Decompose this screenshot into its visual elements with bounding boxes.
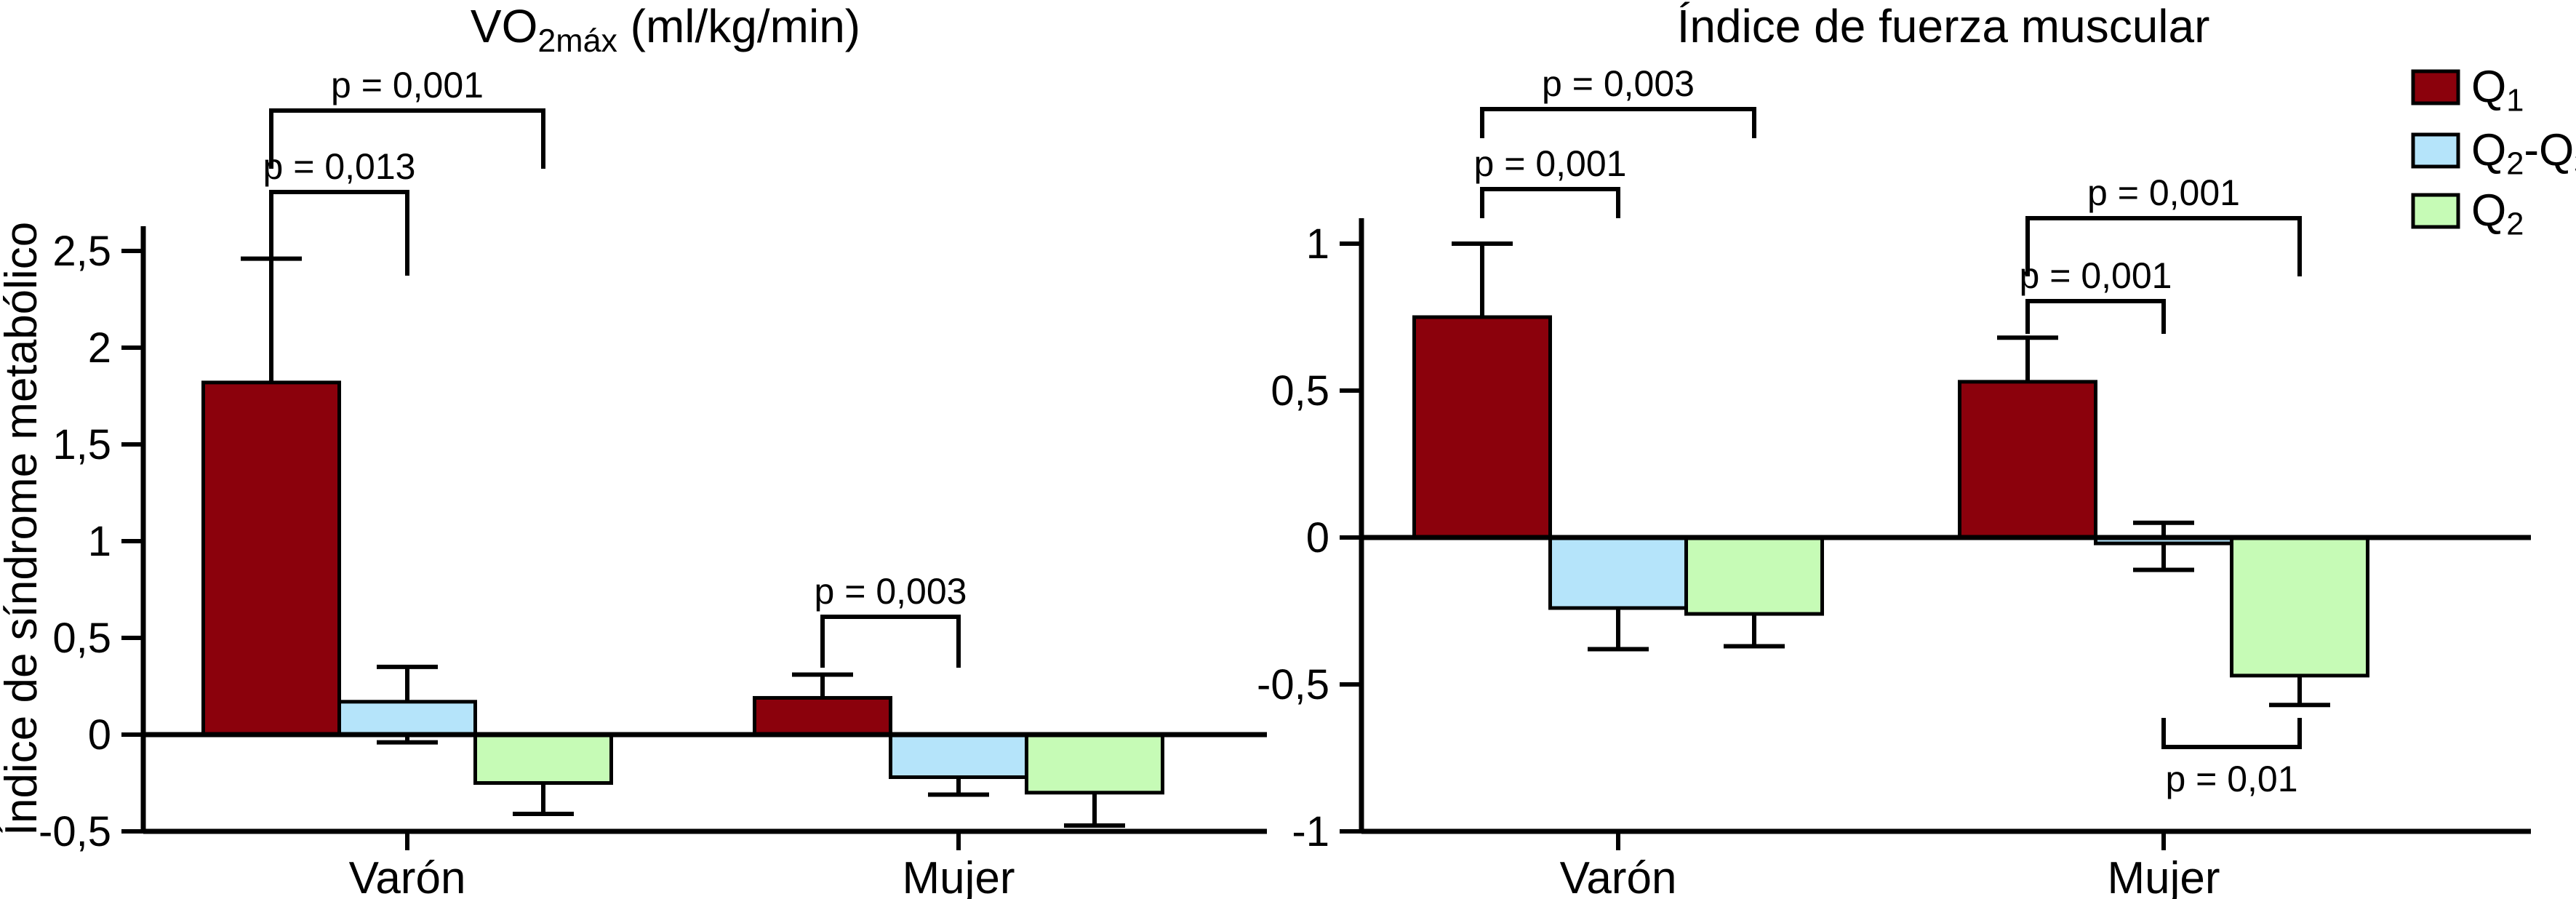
significance-bracket [2025,299,2166,334]
y-tick-label: 0,5 [1271,367,1329,415]
legend-label-q1: Q1 [2471,62,2524,118]
y-tick-label: -0,5 [1257,661,1329,708]
significance-bracket [1480,187,1620,218]
significance-bracket [269,190,409,276]
p-value-label: p = 0,003 [815,571,967,612]
y-tick-label: -0,5 [39,808,111,855]
p-value-label: p = 0,001 [2020,255,2172,296]
significance-bracket [2025,216,2302,276]
y-tick-label: 0 [1306,514,1329,562]
y-tick-label: 1,5 [52,421,111,468]
bar-Q2-Q3-Mujer [889,732,1028,780]
bar-Q1-Mujer [1958,380,2097,540]
y-tick-label: -1 [1292,808,1329,855]
category-label-mujer: Mujer [2107,853,2220,899]
bar-Q2-Varón [473,732,613,785]
bar-Q2-Mujer [1025,732,1164,795]
legend-label-q2-q3: Q2-Q3 [2471,125,2576,181]
y-tick-label: 2 [88,324,111,372]
legend-label-q2: Q2 [2471,185,2524,241]
significance-bracket [820,615,961,668]
chart-title-0: VO2máx (ml/kg/min) [471,0,860,59]
p-value-label: p = 0,013 [263,146,416,187]
significance-bracket [269,108,545,169]
legend-swatch-q1 [2411,69,2460,105]
bar-Q1-Varón [201,380,341,737]
legend-swatch-q2 [2411,193,2460,229]
bar-Q2-Mujer [2230,535,2369,678]
bar-Q2-Q3-Varón [1548,535,1688,610]
category-label-varón: Varón [1560,853,1677,899]
legend-swatch-q2-q3 [2411,132,2460,169]
y-tick-label: 0 [88,711,111,759]
category-label-mujer: Mujer [902,853,1015,899]
significance-bracket [2161,718,2302,749]
category-label-varón: Varón [349,853,466,899]
p-value-label: p = 0,001 [2087,172,2240,213]
bar-Q1-Mujer [753,695,892,737]
y-tick-label: 2,5 [52,228,111,275]
significance-bracket [1480,107,1756,138]
chart-title-1: Índice de fuerza muscular [1677,0,2210,52]
bar-Q1-Varón [1412,315,1552,540]
p-value-label: p = 0,01 [2165,759,2297,799]
y-axis-label: Índice de síndrome metabólico [0,222,47,836]
p-value-label: p = 0,001 [1474,143,1627,184]
y-tick-label: 0,5 [52,615,111,662]
bar-Q2-Q3-Varón [337,700,477,737]
y-tick-label: 1 [88,518,111,565]
p-value-label: p = 0,001 [331,65,484,105]
bar-Q2-Varón [1684,535,1824,616]
y-tick-label: 1 [1306,220,1329,268]
p-value-label: p = 0,003 [1542,63,1695,104]
